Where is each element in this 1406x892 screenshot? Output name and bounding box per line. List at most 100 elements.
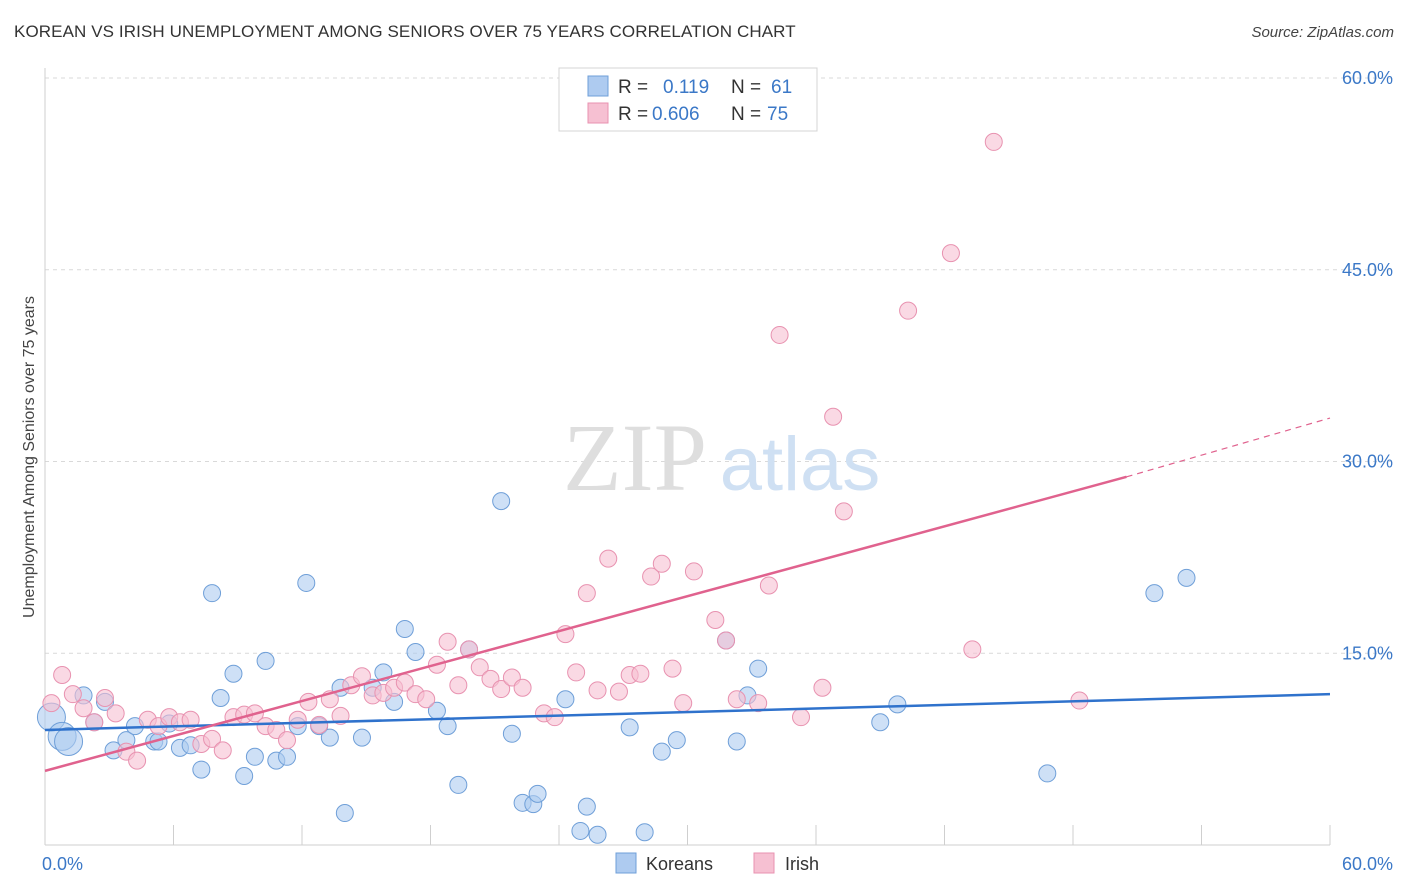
korean-point <box>667 731 686 750</box>
x-tick-label: 0.0% <box>42 854 83 874</box>
irish-point <box>417 690 436 709</box>
irish-point <box>706 611 725 630</box>
irish-point <box>106 704 125 723</box>
korean-point <box>335 804 354 823</box>
irish-point <box>663 659 682 678</box>
irish-point <box>770 325 789 344</box>
irish-trend-line <box>44 475 1127 773</box>
irish-point <box>588 681 607 700</box>
irish-point <box>85 713 104 732</box>
korean-point <box>571 821 590 840</box>
chart-title: KOREAN VS IRISH UNEMPLOYMENT AMONG SENIO… <box>14 22 796 41</box>
irish-point <box>642 567 661 586</box>
irish-point <box>652 554 671 573</box>
legend-label-koreans: Koreans <box>646 854 713 874</box>
legend-label-irish: Irish <box>785 854 819 874</box>
irish-point <box>727 690 746 709</box>
korean-point <box>352 728 371 747</box>
irish-point <box>834 502 853 521</box>
korean-point <box>727 732 746 751</box>
irish-point <box>74 699 93 718</box>
irish-point <box>513 678 532 697</box>
korean-n-value: 61 <box>771 77 792 98</box>
y-axis-label: Unemployment Among Seniors over 75 years <box>21 296 38 618</box>
irish-point <box>631 664 650 683</box>
irish-point <box>331 706 350 725</box>
irish-n-label: N = <box>731 104 761 125</box>
korean-point <box>192 760 211 779</box>
irish-r-value: 0.606 <box>652 104 700 125</box>
irish-point <box>95 688 114 707</box>
korean-n-label: N = <box>731 77 761 98</box>
irish-point <box>128 751 147 770</box>
korean-point <box>528 784 547 803</box>
irish-point <box>984 132 1003 151</box>
korean-point <box>278 747 297 766</box>
irish-point <box>567 663 586 682</box>
watermark: ZIP atlas <box>563 404 880 511</box>
irish-point <box>288 710 307 729</box>
korean-point <box>492 492 511 511</box>
x-tick-labels: 0.0% 60.0% <box>42 854 1393 874</box>
korean-legend-swatch <box>587 75 609 97</box>
korean-point <box>449 775 468 794</box>
korean-point <box>256 651 275 670</box>
irish-point <box>792 708 811 727</box>
legend-swatch-irish <box>753 852 775 874</box>
irish-point <box>42 694 61 713</box>
irish-point <box>684 562 703 581</box>
korean-point <box>320 728 339 747</box>
korean-points <box>36 492 1196 844</box>
trend-lines <box>44 417 1331 773</box>
korean-r-label: R = <box>618 77 648 98</box>
irish-point <box>813 678 832 697</box>
korean-point <box>620 718 639 737</box>
korean-point <box>297 573 316 592</box>
irish-point <box>449 676 468 695</box>
irish-point <box>609 682 628 701</box>
korean-trend-line <box>44 692 1331 732</box>
irish-point <box>577 584 596 603</box>
korean-point <box>588 825 607 844</box>
irish-point <box>599 549 618 568</box>
korean-point <box>395 619 414 638</box>
irish-point <box>963 640 982 659</box>
korean-point <box>749 659 768 678</box>
korean-point <box>245 747 264 766</box>
watermark-zip: ZIP <box>563 404 707 511</box>
legend-swatch-koreans <box>615 852 637 874</box>
y-tick-label: 30.0% <box>1342 452 1393 472</box>
irish-point <box>213 741 232 760</box>
y-tick-label: 15.0% <box>1342 643 1393 663</box>
irish-point <box>203 729 222 748</box>
irish-point <box>181 710 200 729</box>
irish-point <box>492 680 511 699</box>
irish-point <box>278 731 297 750</box>
korean-point <box>871 713 890 732</box>
korean-point <box>635 823 654 842</box>
y-tick-label: 45.0% <box>1342 260 1393 280</box>
grid-lines <box>45 77 1392 654</box>
irish-point <box>941 244 960 263</box>
korean-point <box>502 724 521 743</box>
x-tick-label: 60.0% <box>1342 854 1393 874</box>
irish-point <box>470 658 489 677</box>
stats-legend: R = 0.119 N = 61 R = 0.606 N = 75 <box>558 67 818 132</box>
korean-point <box>203 584 222 603</box>
irish-point <box>717 631 736 650</box>
korean-point <box>406 642 425 661</box>
korean-point <box>577 797 596 816</box>
irish-point <box>899 301 918 320</box>
irish-legend-swatch <box>587 102 609 124</box>
korean-point <box>1177 568 1196 587</box>
irish-r-label: R = <box>618 104 648 125</box>
korean-point <box>652 742 671 761</box>
irish-point <box>759 576 778 595</box>
korean-point <box>888 695 907 714</box>
korean-point <box>224 664 243 683</box>
irish-point <box>438 632 457 651</box>
y-tick-label: 60.0% <box>1342 68 1393 88</box>
korean-point <box>1145 584 1164 603</box>
source-label: Source: ZipAtlas.com <box>1251 24 1394 41</box>
